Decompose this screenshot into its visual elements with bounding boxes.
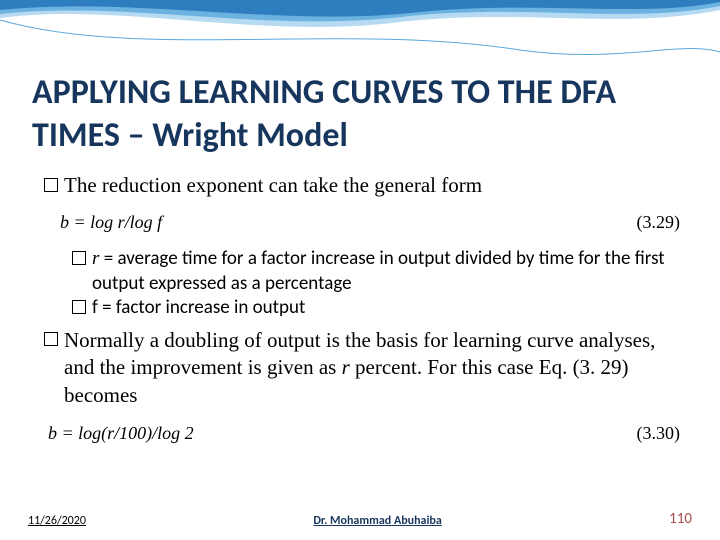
sub-f-text: f = factor increase in output — [92, 296, 305, 321]
slide-title: APPLYING LEARNING CURVES TO THE DFA TIME… — [32, 72, 688, 157]
checkbox-icon — [44, 178, 58, 192]
sub-bullet-r: r = average time for a factor increase i… — [72, 247, 688, 296]
checkbox-icon — [72, 300, 86, 314]
equation-1-number: (3.29) — [637, 212, 681, 233]
slide-footer: 11/26/2020 Dr. Mohammad Abuhaiba 110 — [0, 510, 720, 528]
bullet-2: Normally a doubling of output is the bas… — [44, 327, 688, 409]
bullet-2-text: Normally a doubling of output is the bas… — [64, 327, 688, 409]
footer-page-number: 110 — [669, 510, 692, 528]
equation-1: b = log r/log f (3.29) — [60, 212, 688, 233]
equation-2: b = log(r/100)/log 2 (3.30) — [48, 423, 688, 444]
footer-author: Dr. Mohammad Abuhaiba — [313, 514, 441, 528]
bullet-1: The reduction exponent can take the gene… — [44, 173, 688, 198]
checkbox-icon — [44, 332, 58, 346]
footer-date: 11/26/2020 — [28, 514, 86, 528]
checkbox-icon — [72, 251, 86, 265]
equation-2-formula: b = log(r/100)/log 2 — [48, 423, 194, 444]
sub-bullet-f: f = factor increase in output — [72, 296, 688, 321]
title-sub: Wright Model — [152, 115, 348, 156]
bullet-1-text: The reduction exponent can take the gene… — [64, 173, 482, 198]
equation-2-number: (3.30) — [637, 423, 681, 444]
equation-1-formula: b = log r/log f — [60, 212, 162, 233]
sub-r-text: = average time for a factor increase in … — [92, 247, 665, 295]
